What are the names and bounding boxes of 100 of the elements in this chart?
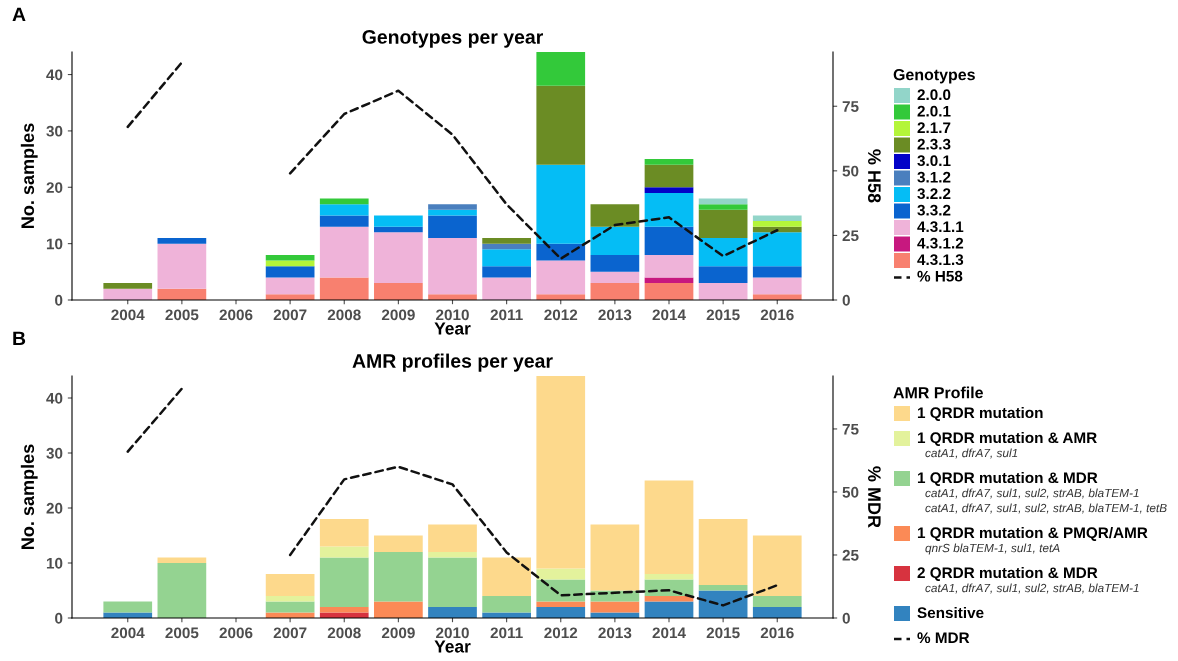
x-tick-label: 2016 <box>760 627 794 639</box>
y-tick-label: 30 <box>46 125 63 137</box>
x-axis-title: Year <box>434 322 471 335</box>
bar <box>536 579 586 602</box>
text: B <box>13 331 26 346</box>
x-tick-label: 2007 <box>273 309 307 321</box>
bar <box>265 601 315 613</box>
bar <box>265 574 315 596</box>
x-tick-label: 2004 <box>111 309 145 321</box>
bar <box>536 52 586 86</box>
x-tick-label: 2010 <box>436 627 469 639</box>
x-tick-label: 2015 <box>706 627 740 639</box>
x-tick-label: 2015 <box>706 309 740 321</box>
bar <box>644 159 694 165</box>
legend-label: 1 QRDR mutation & PMQR/AMR qnrS blaTEM-1, sul1, tetA <box>917 526 1148 555</box>
legend-label: % H58 <box>917 270 963 282</box>
legend-label: 3.1.2 <box>917 171 951 183</box>
y-tick-label: 0 <box>55 294 63 306</box>
bar <box>103 601 153 613</box>
bar <box>428 552 477 558</box>
bar <box>319 226 369 278</box>
x-tick-label: 2014 <box>652 627 686 639</box>
x-tick-label: 2006 <box>219 309 253 321</box>
bar <box>536 376 586 569</box>
legend-label: 2.3.3 <box>917 138 951 150</box>
y-axis-title: No. samples <box>20 444 38 549</box>
x-tick-label: 2005 <box>165 309 199 321</box>
x-tick-label: 2014 <box>652 309 686 321</box>
x-tick-label: 2013 <box>598 627 632 639</box>
bar <box>374 535 423 552</box>
bar <box>157 243 207 289</box>
legend-label: 3.0.1 <box>917 155 951 167</box>
legend-label: 4.3.1.2 <box>917 237 964 249</box>
bar <box>590 254 640 272</box>
legend-label: 2 QRDR mutation & MDR catA1, dfrA7, sul1, sul2, strAB, blaTEM-1 <box>917 566 1139 594</box>
bar <box>644 226 694 255</box>
legend-label: 4.3.1.3 <box>917 254 964 266</box>
bar <box>374 232 423 284</box>
bar <box>536 85 586 165</box>
bar <box>265 277 315 295</box>
bar <box>265 266 315 278</box>
bar <box>644 164 694 188</box>
bar <box>590 601 640 613</box>
bar <box>752 277 802 295</box>
bar <box>428 557 477 607</box>
legend-label: 3.2.2 <box>917 188 951 200</box>
legend-label: 1 QRDR mutation & AMR catA1, dfrA7, sul1 <box>917 431 1097 459</box>
bar <box>536 260 586 295</box>
bar <box>536 164 586 244</box>
chart-title: Genotypes per year <box>362 30 543 48</box>
bar <box>590 204 640 227</box>
bar <box>482 277 531 300</box>
bar <box>157 563 207 618</box>
x-tick-label: 2008 <box>327 309 361 321</box>
bar <box>374 215 423 227</box>
bar <box>428 238 477 295</box>
bar <box>428 204 477 210</box>
legend-label: % MDR <box>917 632 970 644</box>
bar <box>482 249 531 267</box>
bar <box>428 524 477 552</box>
x-tick-label: 2011 <box>490 309 523 321</box>
bar <box>319 607 369 613</box>
bar <box>590 524 640 591</box>
bar <box>698 238 748 267</box>
y-tick-label: 10 <box>46 238 63 250</box>
y2-tick-label: 0 <box>842 294 850 306</box>
legend-label: 3.3.2 <box>917 204 951 216</box>
bar <box>319 546 369 558</box>
bar <box>644 254 694 278</box>
bar <box>319 277 369 300</box>
y2-tick-label: 50 <box>842 165 859 177</box>
y-axis-title: No. samples <box>20 123 38 228</box>
bar <box>698 204 748 210</box>
bar <box>752 232 802 267</box>
legend-label: Sensitive <box>917 606 984 619</box>
bar <box>428 607 477 618</box>
y-tick-label: 0 <box>55 612 63 624</box>
x-tick-label: 2012 <box>544 627 578 639</box>
x-tick-label: 2006 <box>219 627 253 639</box>
x-tick-label: 2009 <box>381 309 415 321</box>
x-tick-label: 2008 <box>327 627 361 639</box>
bar <box>698 266 748 284</box>
y-tick-label: 20 <box>46 502 63 514</box>
bar <box>752 221 802 227</box>
y-tick-label: 40 <box>46 69 63 81</box>
bar <box>698 585 748 591</box>
bar <box>103 283 153 289</box>
bar <box>590 283 640 300</box>
bar <box>536 601 586 607</box>
chart-title: AMR profiles per year <box>352 353 553 372</box>
bar <box>157 238 207 244</box>
bar <box>644 187 694 193</box>
bar <box>482 238 531 244</box>
legend-label: 2.0.1 <box>917 105 951 117</box>
x-tick-label: 2007 <box>273 627 307 639</box>
x-tick-label: 2009 <box>381 627 415 639</box>
x-axis-title: Year <box>434 640 471 653</box>
y2-axis-title: % H58 <box>867 149 881 203</box>
x-tick-label: 2016 <box>760 309 794 321</box>
x-tick-label: 2004 <box>111 627 145 639</box>
